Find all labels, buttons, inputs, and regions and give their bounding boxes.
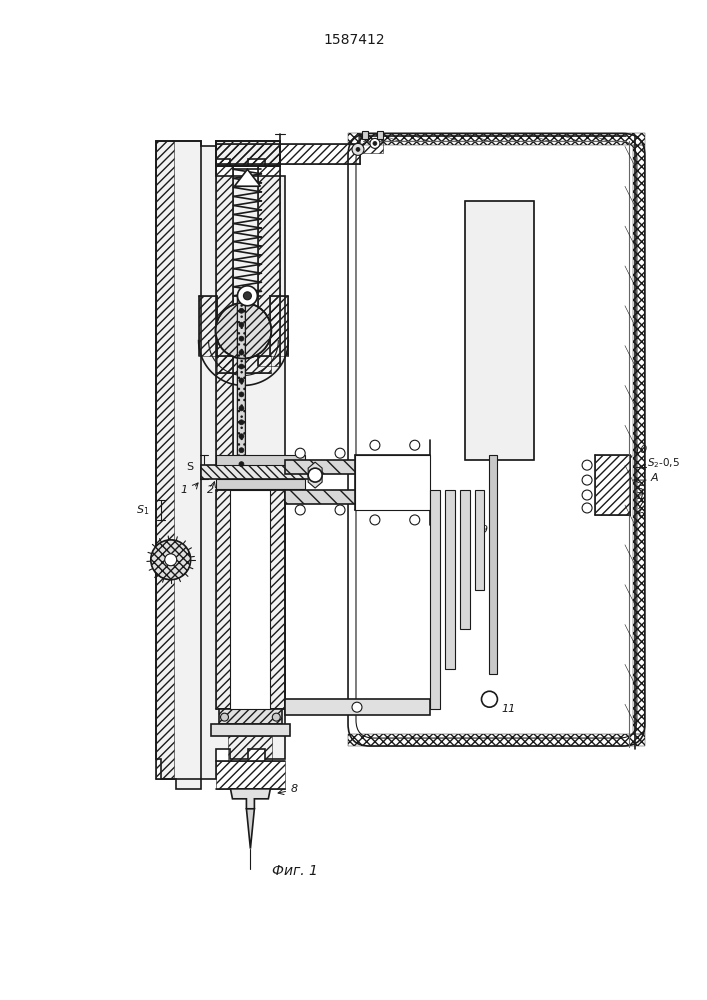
Bar xyxy=(211,724,291,736)
Text: A: A xyxy=(651,473,658,483)
Text: 10: 10 xyxy=(634,445,648,455)
Bar xyxy=(355,455,430,510)
Bar xyxy=(633,145,645,734)
Bar xyxy=(216,479,305,489)
Bar xyxy=(258,166,280,366)
Polygon shape xyxy=(247,809,255,849)
Circle shape xyxy=(243,292,252,300)
Text: 3: 3 xyxy=(515,324,523,337)
Bar xyxy=(230,490,270,709)
Bar xyxy=(285,460,355,474)
Circle shape xyxy=(335,505,345,515)
Bar xyxy=(362,131,368,139)
Bar xyxy=(270,296,288,356)
Bar xyxy=(216,166,233,465)
Bar xyxy=(228,736,272,761)
Polygon shape xyxy=(308,462,322,488)
Circle shape xyxy=(481,691,498,707)
Polygon shape xyxy=(235,169,260,186)
Polygon shape xyxy=(156,141,285,789)
Text: 1: 1 xyxy=(180,485,187,495)
Text: 11: 11 xyxy=(501,704,515,714)
Bar xyxy=(216,144,360,164)
Circle shape xyxy=(370,440,380,450)
Bar xyxy=(156,141,174,779)
Circle shape xyxy=(373,141,377,145)
Circle shape xyxy=(239,336,244,341)
Bar xyxy=(216,490,285,709)
Circle shape xyxy=(238,286,257,306)
Circle shape xyxy=(370,138,380,148)
Circle shape xyxy=(165,554,177,566)
Bar xyxy=(489,455,498,674)
Circle shape xyxy=(239,308,244,313)
Bar xyxy=(216,761,285,789)
Circle shape xyxy=(296,448,305,458)
Circle shape xyxy=(239,406,244,411)
Bar xyxy=(430,490,440,709)
Circle shape xyxy=(352,143,364,155)
Polygon shape xyxy=(230,789,270,814)
Circle shape xyxy=(239,378,244,383)
Circle shape xyxy=(335,448,345,458)
Text: Фиг. 1: Фиг. 1 xyxy=(272,864,318,878)
Bar xyxy=(218,709,282,724)
FancyBboxPatch shape xyxy=(356,141,637,738)
Text: 4: 4 xyxy=(637,493,644,503)
Bar xyxy=(464,201,534,460)
Circle shape xyxy=(221,713,228,721)
Bar xyxy=(348,734,645,746)
Bar xyxy=(445,490,455,669)
Circle shape xyxy=(582,475,592,485)
Bar xyxy=(216,141,280,166)
Circle shape xyxy=(239,462,244,467)
Circle shape xyxy=(239,350,244,355)
Bar xyxy=(464,201,534,460)
Bar xyxy=(358,133,383,153)
Circle shape xyxy=(582,460,592,470)
Circle shape xyxy=(239,392,244,397)
Bar xyxy=(595,455,630,515)
Text: $S_2$-0,5: $S_2$-0,5 xyxy=(647,456,679,470)
Text: 2: 2 xyxy=(207,485,214,495)
Bar xyxy=(285,699,430,715)
Circle shape xyxy=(239,434,244,439)
Circle shape xyxy=(352,702,362,712)
Text: 6: 6 xyxy=(637,509,644,519)
Bar xyxy=(377,131,383,139)
Circle shape xyxy=(356,147,360,151)
Circle shape xyxy=(239,322,244,327)
Bar xyxy=(460,490,469,629)
Circle shape xyxy=(216,303,271,359)
Bar xyxy=(238,296,245,495)
Circle shape xyxy=(410,440,420,450)
Circle shape xyxy=(582,490,592,500)
Circle shape xyxy=(239,448,244,453)
Text: S: S xyxy=(187,462,194,472)
Circle shape xyxy=(308,468,322,482)
Bar xyxy=(216,356,271,373)
Bar xyxy=(199,296,216,356)
Bar xyxy=(348,133,645,145)
Circle shape xyxy=(272,713,280,721)
Circle shape xyxy=(410,515,420,525)
Circle shape xyxy=(239,364,244,369)
FancyBboxPatch shape xyxy=(348,133,645,746)
Circle shape xyxy=(151,540,191,580)
Bar xyxy=(285,490,355,504)
Text: 8: 8 xyxy=(291,784,298,794)
Circle shape xyxy=(582,503,592,513)
Text: 5: 5 xyxy=(637,485,644,495)
Bar xyxy=(474,490,484,590)
Circle shape xyxy=(370,515,380,525)
Circle shape xyxy=(296,505,305,515)
Circle shape xyxy=(239,420,244,425)
Bar xyxy=(216,455,305,465)
Text: 1587412: 1587412 xyxy=(323,33,385,47)
Text: 9: 9 xyxy=(480,525,487,535)
Text: $S_1$: $S_1$ xyxy=(136,503,148,517)
Bar xyxy=(201,465,320,479)
Bar xyxy=(238,296,245,495)
Text: 7: 7 xyxy=(637,501,644,511)
